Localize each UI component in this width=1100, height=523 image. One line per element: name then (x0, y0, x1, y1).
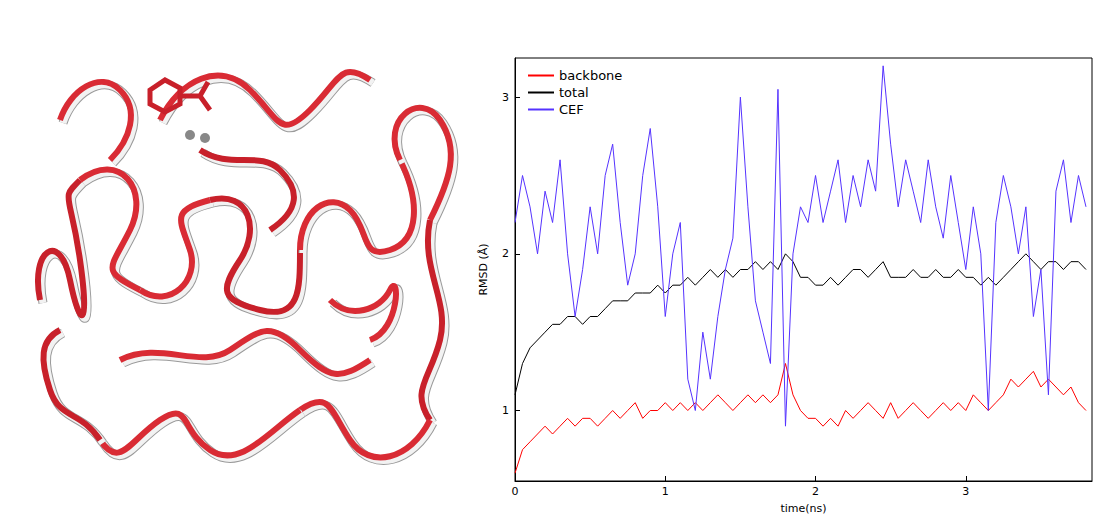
svg-text:2: 2 (812, 485, 819, 498)
svg-text:1: 1 (502, 404, 509, 417)
svg-text:RMSD (Å): RMSD (Å) (477, 243, 490, 295)
svg-text:time(ns): time(ns) (780, 502, 826, 515)
svg-text:backbone: backbone (559, 68, 622, 83)
svg-text:0: 0 (512, 485, 519, 498)
svg-text:3: 3 (962, 485, 969, 498)
svg-text:1: 1 (662, 485, 669, 498)
svg-text:3: 3 (502, 91, 509, 104)
svg-text:CEF: CEF (559, 102, 584, 117)
svg-text:2: 2 (502, 247, 509, 260)
svg-text:total: total (559, 85, 589, 100)
